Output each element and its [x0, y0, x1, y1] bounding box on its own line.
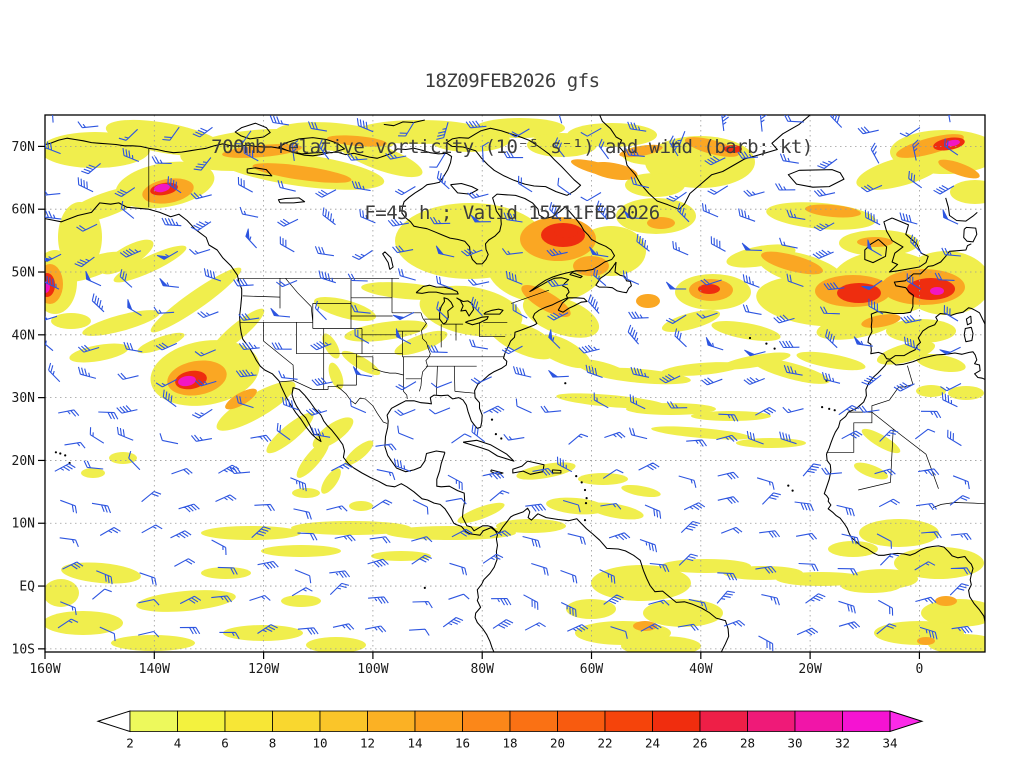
colorbar-segment: [224, 710, 273, 732]
colorbar-segment: [842, 710, 891, 732]
colorbar-tick-label: 12: [360, 736, 375, 751]
colorbar-segment: [414, 710, 463, 732]
lon-label: 80W: [470, 662, 494, 677]
colorbar-tick-label: 34: [882, 736, 897, 751]
colorbar-segment: [557, 710, 606, 732]
colorbar-segment: [462, 710, 511, 732]
coastlines: [45, 115, 985, 652]
lon-label: 60W: [580, 662, 604, 677]
colorbar-segment: [129, 710, 178, 732]
lon-label: 0: [916, 662, 924, 677]
wind-barbs: [45, 115, 973, 652]
title-forecast-valid: F=45 h ; Valid 15Z11FEB2026: [364, 202, 660, 224]
lat-label: 70N: [12, 140, 35, 155]
colorbar-tick-label: 2: [126, 736, 134, 751]
lat-label: 60N: [12, 203, 35, 218]
plot-titles: 18Z09FEB2026 gfs 700mb relative vorticit…: [0, 26, 1024, 268]
colorbar-segment: [699, 710, 748, 732]
colorbar-tick-label: 18: [502, 736, 517, 751]
colorbar-segment: [177, 710, 226, 732]
colorbar-tick-label: 6: [221, 736, 229, 751]
lon-label: 100W: [357, 662, 388, 677]
colorbar: 2 4 6 8 10 12 14 16 18 20 22 24 26 28 30 32 34: [96, 710, 924, 751]
lat-label: EQ: [19, 580, 35, 595]
lon-label: 20W: [798, 662, 822, 677]
colorbar-tick-label: 22: [597, 736, 612, 751]
political-borders: [54, 148, 985, 590]
vorticity-shading: [45, 118, 985, 652]
colorbar-segment: [747, 710, 796, 732]
colorbar-segment: [794, 710, 843, 732]
colorbar-segment: [272, 710, 321, 732]
colorbar-tick-label: 16: [455, 736, 470, 751]
lat-label: 40N: [12, 328, 35, 343]
colorbar-segment: [367, 710, 416, 732]
lat-label: 50N: [12, 266, 35, 281]
colorbar-tick-label: 20: [550, 736, 565, 751]
colorbar-segment: [319, 710, 368, 732]
lon-label: 140W: [139, 662, 170, 677]
lat-label: 10N: [12, 517, 35, 532]
colorbar-tick-label: 32: [835, 736, 850, 751]
colorbar-tick-label: 28: [740, 736, 755, 751]
title-variable: 700mb relative vorticity (10⁻⁵ s⁻¹) and …: [211, 136, 813, 158]
title-init-model: 18Z09FEB2026 gfs: [424, 70, 600, 92]
lat-label: 10S: [12, 642, 35, 657]
colorbar-tick-label: 4: [174, 736, 182, 751]
colorbar-right-arrow: [889, 710, 924, 733]
colorbar-tick-label: 8: [269, 736, 277, 751]
colorbar-segment: [652, 710, 701, 732]
colorbar-tick-label: 14: [407, 736, 422, 751]
lon-label: 120W: [248, 662, 279, 677]
colorbar-segment: [509, 710, 558, 732]
axes: 70N 60N 50N 40N 30N 20N 10N EQ 10S 160W 140W 120W 10…: [12, 114, 986, 677]
lon-label: 40W: [689, 662, 713, 677]
colorbar-tick-label: 10: [312, 736, 327, 751]
colorbar-left-arrow: [96, 710, 131, 733]
colorbar-tick-label: 24: [645, 736, 660, 751]
lon-label: 160W: [29, 662, 60, 677]
colorbar-segment: [604, 710, 653, 732]
lat-label: 20N: [12, 454, 35, 469]
lat-label: 30N: [12, 391, 35, 406]
colorbar-tick-label: 26: [692, 736, 707, 751]
colorbar-tick-label: 30: [787, 736, 802, 751]
